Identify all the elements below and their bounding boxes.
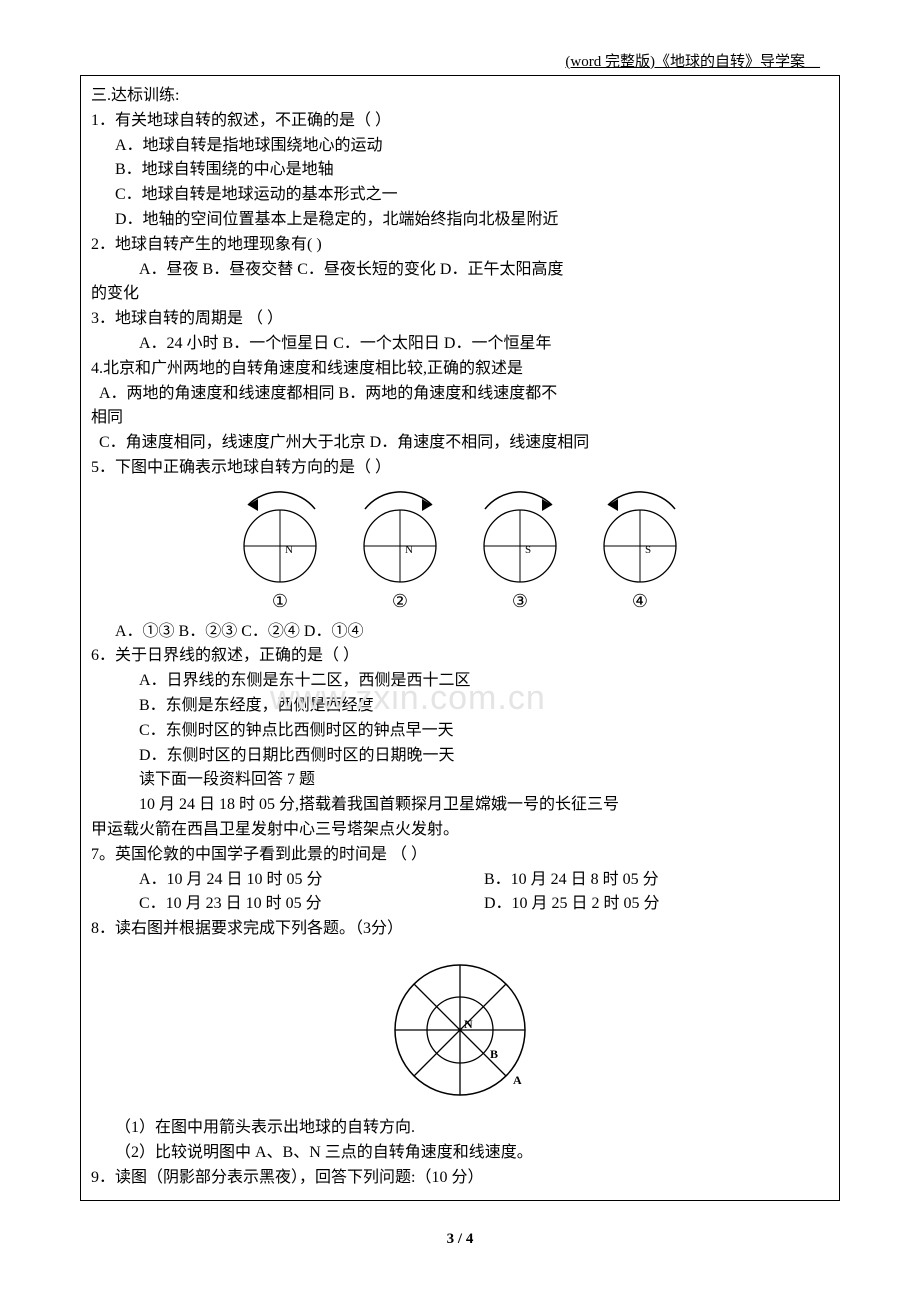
q5-svg-1: N <box>230 491 330 586</box>
q5-diagrams: N ① N ② <box>91 491 829 616</box>
svg-text:B: B <box>490 1047 498 1061</box>
q7-a: A．10 月 24 日 10 时 05 分 <box>139 868 484 893</box>
svg-text:N: N <box>405 544 413 556</box>
q8-polar-svg: N B A <box>375 950 545 1110</box>
q5-diag-3: S ③ <box>470 491 570 616</box>
q6-b: B．东侧是东经度，西侧是西经度 <box>139 694 829 719</box>
q5-label-1: ① <box>230 588 330 616</box>
pre7c: 甲运载火箭在西昌卫星发射中心三号塔架点火发射。 <box>91 818 829 843</box>
q2-opts: A．昼夜 B．昼夜交替 C．昼夜长短的变化 D．正午太阳高度 <box>139 258 829 283</box>
svg-text:N: N <box>464 1017 473 1031</box>
q2-tail: 的变化 <box>91 282 829 307</box>
q5-diag-2: N ② <box>350 491 450 616</box>
q4-stem: 4.北京和广州两地的自转角速度和线速度相比较,正确的叙述是 <box>91 357 829 382</box>
q8-stem: 8．读右图并根据要求完成下列各题。（3分） <box>91 917 829 942</box>
q4-ab: A．两地的角速度和线速度都相同 B．两地的角速度和线速度都不 <box>99 382 829 407</box>
section-title: 三.达标训练: <box>91 84 829 109</box>
q5-label-3: ③ <box>470 588 570 616</box>
q3-opts: A．24 小时 B．一个恒星日 C．一个太阳日 D．一个恒星年 <box>139 332 829 357</box>
q5-svg-3: S <box>470 491 570 586</box>
svg-text:N: N <box>285 544 293 556</box>
q7-stem: 7。英国伦敦的中国学子看到此景的时间是 （ ） <box>91 843 829 868</box>
q4-cd: C．角速度相同，线速度广州大于北京 D．角速度不相同，线速度相同 <box>99 431 829 456</box>
q5-label-4: ④ <box>590 588 690 616</box>
q5-svg-4: S <box>590 491 690 586</box>
q6-c: C．东侧时区的钟点比西侧时区的钟点早一天 <box>139 719 829 744</box>
svg-text:S: S <box>525 544 531 556</box>
page-footer: 3 / 4 <box>80 1231 840 1248</box>
q5-diag-4: S ④ <box>590 491 690 616</box>
q8-sub1: （1）在图中用箭头表示出地球的自转方向. <box>115 1116 829 1141</box>
q4-ab2: 相同 <box>91 406 829 431</box>
q1-stem: 1．有关地球自转的叙述，不正确的是（ ） <box>91 109 829 134</box>
q5-label-2: ② <box>350 588 450 616</box>
q6-stem: 6．关于日界线的叙述，正确的是（ ） <box>91 644 829 669</box>
q8-sub2: （2）比较说明图中 A、B、N 三点的自转角速度和线速度。 <box>115 1141 829 1166</box>
q6-d: D．东侧时区的日期比西侧时区的日期晚一天 <box>139 744 829 769</box>
content-box: 三.达标训练: 1．有关地球自转的叙述，不正确的是（ ） A．地球自转是指地球围… <box>80 75 840 1201</box>
pre7b: 10 月 24 日 18 时 05 分,搭载着我国首颗探月卫星嫦娥一号的长征三号 <box>139 793 829 818</box>
q5-stem: 5．下图中正确表示地球自转方向的是（ ） <box>91 456 829 481</box>
q9-stem: 9．读图（阴影部分表示黑夜），回答下列问题:（10 分） <box>91 1166 829 1191</box>
q1-a: A．地球自转是指地球围绕地心的运动 <box>115 134 829 159</box>
q3-stem: 3．地球自转的周期是 （ ） <box>91 307 829 332</box>
svg-text:S: S <box>645 544 651 556</box>
q7-b: B．10 月 24 日 8 时 05 分 <box>484 868 829 893</box>
svg-text:A: A <box>513 1073 522 1087</box>
q5-diag-1: N ① <box>230 491 330 616</box>
q1-c: C．地球自转是地球运动的基本形式之一 <box>115 183 829 208</box>
pre7a: 读下面一段资料回答 7 题 <box>139 768 829 793</box>
q5-svg-2: N <box>350 491 450 586</box>
q2-stem: 2．地球自转产生的地理现象有( ) <box>91 233 829 258</box>
page-header: (word 完整版)《地球的自转》导学案__ <box>80 50 840 71</box>
q7-c: C．10 月 23 日 10 时 05 分 <box>139 892 484 917</box>
q7-d: D．10 月 25 日 2 时 05 分 <box>484 892 829 917</box>
q5-opts: A．①③ B．②③ C．②④ D．①④ <box>115 620 829 645</box>
q1-b: B．地球自转围绕的中心是地轴 <box>115 158 829 183</box>
q6-a: A．日界线的东侧是东十二区，西侧是西十二区 <box>139 669 829 694</box>
q1-d: D．地轴的空间位置基本上是稳定的，北端始终指向北极星附近 <box>115 208 829 233</box>
